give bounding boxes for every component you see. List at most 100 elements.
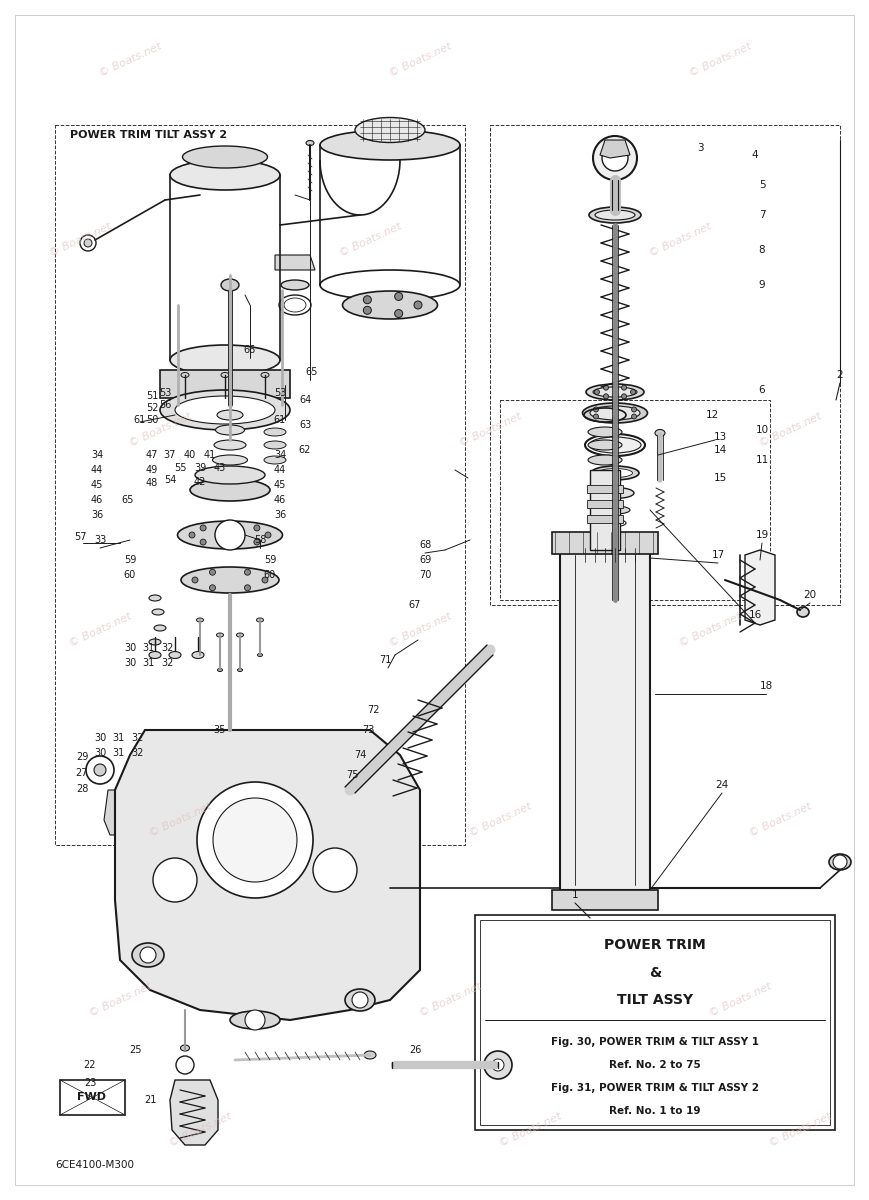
Circle shape [631, 390, 635, 395]
Text: 42: 42 [194, 476, 206, 487]
Text: © Boats.net: © Boats.net [167, 1111, 233, 1148]
Text: 12: 12 [706, 410, 719, 420]
Text: 55: 55 [174, 463, 186, 473]
Text: © Boats.net: © Boats.net [747, 802, 813, 839]
Text: 21: 21 [143, 1094, 156, 1105]
Ellipse shape [590, 406, 640, 420]
Text: 52: 52 [146, 403, 158, 413]
Text: 30: 30 [124, 658, 136, 668]
Text: 59: 59 [123, 554, 136, 565]
Ellipse shape [197, 654, 202, 656]
Text: 35: 35 [214, 725, 226, 734]
Bar [60, 1080, 125, 1115]
Ellipse shape [237, 668, 242, 672]
Polygon shape [170, 1080, 218, 1145]
Text: 74: 74 [354, 750, 366, 760]
Text: 3: 3 [697, 143, 703, 152]
Text: 28: 28 [76, 784, 88, 794]
Circle shape [200, 539, 206, 545]
Circle shape [200, 524, 206, 530]
Circle shape [603, 385, 608, 390]
Text: 30: 30 [94, 733, 106, 743]
Ellipse shape [264, 456, 286, 464]
Circle shape [227, 542, 233, 548]
Circle shape [484, 1051, 512, 1079]
Circle shape [254, 524, 260, 530]
Polygon shape [115, 730, 420, 1020]
Text: 47: 47 [146, 450, 158, 460]
Text: 1: 1 [572, 890, 578, 900]
Text: 53: 53 [274, 388, 286, 398]
Ellipse shape [216, 425, 244, 434]
Ellipse shape [149, 638, 161, 646]
Text: 63: 63 [299, 420, 311, 430]
Ellipse shape [588, 427, 622, 437]
Ellipse shape [595, 210, 635, 220]
Ellipse shape [589, 437, 641, 452]
Bar [587, 500, 623, 508]
Circle shape [492, 1058, 504, 1070]
Text: 72: 72 [367, 704, 379, 715]
Text: 36: 36 [274, 510, 286, 520]
Circle shape [594, 414, 599, 419]
Circle shape [262, 577, 268, 583]
Circle shape [632, 407, 637, 412]
Text: 60: 60 [124, 570, 136, 580]
Text: 75: 75 [346, 770, 358, 780]
Text: © Boats.net: © Boats.net [497, 1111, 563, 1148]
Ellipse shape [261, 372, 269, 378]
Text: 31: 31 [112, 733, 124, 743]
Circle shape [593, 136, 637, 180]
Ellipse shape [217, 410, 243, 420]
Text: 30: 30 [94, 748, 106, 758]
Circle shape [244, 569, 250, 575]
Text: TILT ASSY: TILT ASSY [617, 994, 693, 1007]
Circle shape [395, 293, 402, 300]
Circle shape [86, 756, 114, 784]
Ellipse shape [175, 396, 275, 424]
Text: 53: 53 [159, 388, 171, 398]
Ellipse shape [591, 466, 639, 480]
Text: 22: 22 [83, 1060, 96, 1070]
Circle shape [602, 145, 628, 170]
Bar [55, 125, 465, 845]
Ellipse shape [154, 625, 166, 631]
Circle shape [209, 569, 216, 575]
Text: © Boats.net: © Boats.net [67, 611, 133, 649]
Ellipse shape [213, 455, 248, 464]
Text: 50: 50 [146, 415, 158, 425]
Circle shape [209, 584, 216, 590]
Ellipse shape [264, 440, 286, 449]
Text: 31: 31 [142, 658, 154, 668]
Text: 32: 32 [162, 658, 174, 668]
Text: 17: 17 [712, 550, 725, 560]
Text: 7: 7 [759, 210, 766, 220]
Text: © Boats.net: © Boats.net [417, 982, 483, 1019]
Text: 65: 65 [122, 494, 134, 505]
Text: © Boats.net: © Boats.net [97, 41, 163, 79]
Circle shape [213, 798, 297, 882]
Ellipse shape [181, 1045, 189, 1051]
Text: 64: 64 [299, 395, 311, 404]
Bar [587, 515, 623, 523]
Text: 24: 24 [715, 780, 728, 790]
Circle shape [140, 947, 156, 962]
Text: 46: 46 [274, 494, 286, 505]
Text: 16: 16 [748, 610, 761, 620]
Polygon shape [275, 254, 315, 270]
Ellipse shape [152, 608, 164, 614]
Circle shape [254, 539, 260, 545]
Ellipse shape [589, 206, 641, 223]
Text: © Boats.net: © Boats.net [677, 611, 743, 649]
Text: 8: 8 [759, 245, 766, 254]
Ellipse shape [355, 118, 425, 143]
Text: 44: 44 [274, 464, 286, 475]
Circle shape [80, 235, 96, 251]
Text: 32: 32 [162, 643, 174, 653]
Ellipse shape [196, 618, 203, 622]
Circle shape [414, 301, 422, 308]
Ellipse shape [182, 146, 268, 168]
Text: 18: 18 [760, 680, 773, 691]
Ellipse shape [829, 854, 851, 870]
Text: 29: 29 [76, 752, 88, 762]
